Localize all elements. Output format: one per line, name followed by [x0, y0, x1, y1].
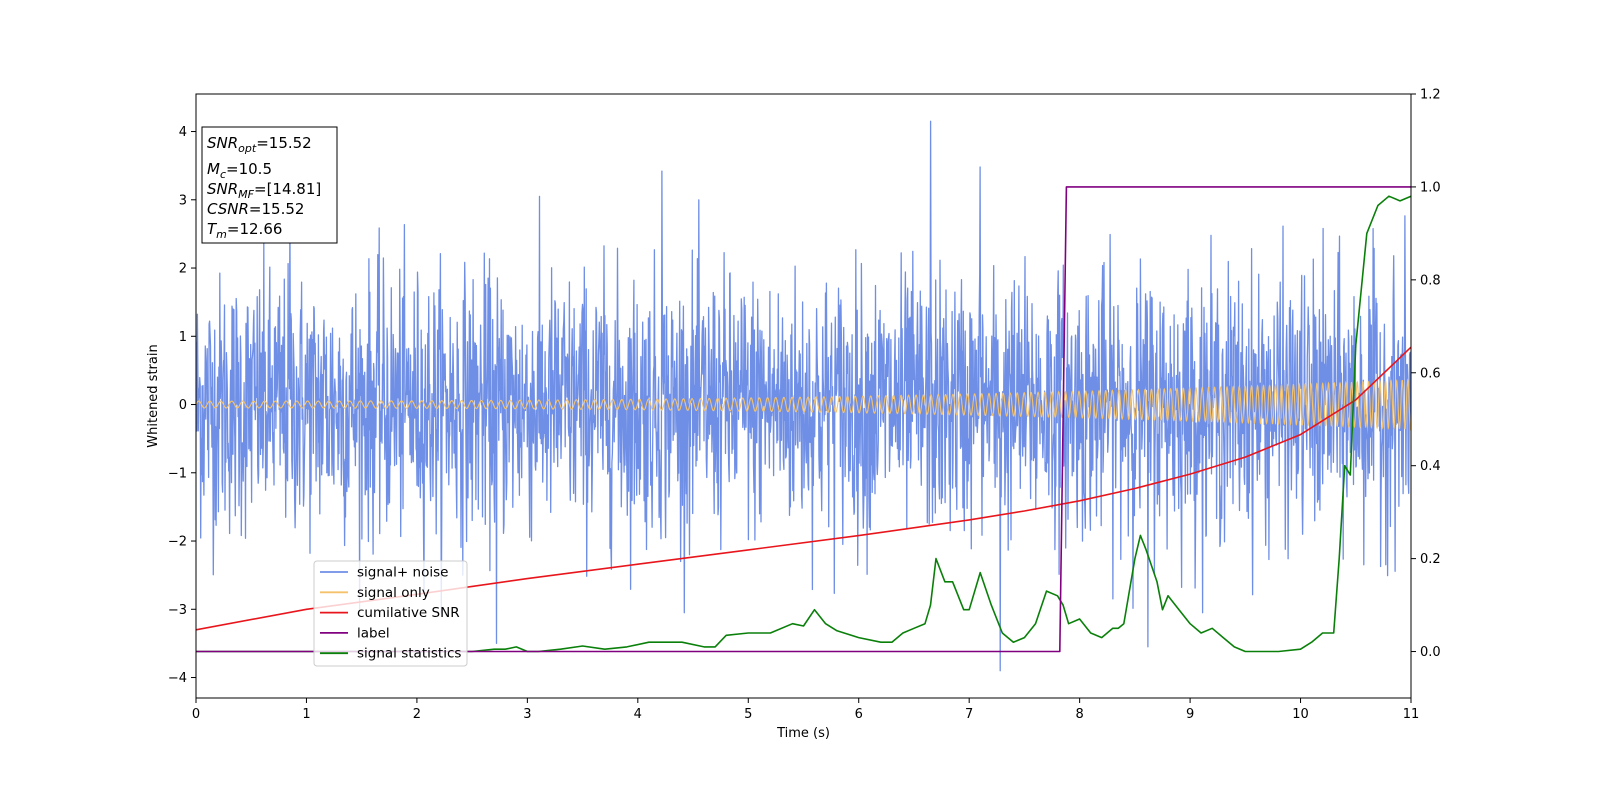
y-left-tick-label: 2: [179, 262, 187, 277]
annotation-value: =15.52: [249, 200, 305, 218]
y-left-tick-label: 4: [179, 125, 187, 140]
annotation-line: SNRopt=15.52: [207, 134, 312, 155]
plot-frame: [195, 93, 1412, 699]
annotation-value: =12.66: [227, 220, 283, 238]
legend-label: signal only: [357, 585, 430, 601]
y-right-tick-label: 0.4: [1420, 459, 1441, 474]
y-left-axis-ticks: 4 3 2 1 0 −1 −2 −3 −4: [168, 125, 196, 686]
annotation-line: Tm=12.66: [207, 220, 282, 241]
series-signal-plus-noise: [196, 120, 1411, 672]
x-tick-label: 0: [192, 707, 200, 722]
series-label: [196, 186, 1411, 653]
annotation-value: =10.5: [226, 160, 272, 178]
x-tick-label: 5: [744, 707, 752, 722]
y-right-tick-label: 1.2: [1420, 88, 1441, 103]
y-left-tick-label: 3: [179, 193, 187, 208]
annotation-box-frame: [201, 126, 338, 244]
annotation-value: =[14.81]: [254, 180, 321, 198]
annotation-subscript: opt: [238, 142, 257, 155]
x-tick-label: 8: [1075, 707, 1083, 722]
y-right-tick-label: 0.2: [1420, 552, 1441, 567]
y-left-tick-label: −4: [168, 671, 187, 686]
annotation-symbol: T: [207, 220, 218, 238]
annotation-symbol: M: [207, 160, 220, 178]
x-axis-label: Time (s): [776, 726, 830, 741]
x-tick-label: 3: [523, 707, 531, 722]
y-right-tick-label: 0.0: [1420, 645, 1441, 660]
x-tick-label: 10: [1292, 707, 1309, 722]
x-tick-label: 6: [855, 707, 863, 722]
x-axis-ticks: 0 1 2 3 4 5 6 7 8 9 10 11: [192, 698, 1419, 722]
legend: signal+ noise signal only cumilative SNR la…: [313, 560, 468, 667]
x-tick-label: 1: [302, 707, 310, 722]
y-left-tick-label: −2: [168, 535, 187, 550]
annotation-subscript: MF: [238, 188, 254, 201]
legend-label: signal statistics: [357, 646, 461, 662]
x-tick-label: 7: [965, 707, 973, 722]
y-left-tick-label: −1: [168, 466, 187, 481]
annotation-line: CSNR=15.52: [207, 200, 304, 218]
annotation-symbol: SNR: [207, 180, 238, 198]
y-axis-label: Whitened strain: [146, 344, 161, 447]
annotation-line: Mc=10.5: [207, 160, 272, 181]
x-tick-label: 4: [634, 707, 642, 722]
y-right-axis-ticks: 0.0 0.2 0.4 0.6 0.8 1.0 1.2: [1411, 88, 1441, 660]
annotation-symbol: SNR: [207, 134, 238, 152]
x-tick-label: 11: [1403, 707, 1420, 722]
legend-label: cumilative SNR: [357, 605, 460, 621]
y-left-tick-label: −3: [168, 603, 187, 618]
legend-label: label: [357, 625, 390, 641]
x-tick-label: 9: [1186, 707, 1194, 722]
annotation-symbol: CSNR: [207, 200, 249, 218]
y-left-tick-label: 0: [179, 398, 187, 413]
series-layer: [196, 120, 1411, 672]
annotation-value: =15.52: [256, 134, 312, 152]
y-right-tick-label: 0.8: [1420, 273, 1441, 288]
legend-label: signal+ noise: [357, 565, 448, 581]
y-left-tick-label: 1: [179, 330, 187, 345]
annotation-subscript: c: [220, 168, 226, 181]
y-right-tick-label: 1.0: [1420, 180, 1441, 195]
annotation-line: SNRMF=[14.81]: [207, 180, 321, 201]
series-cumilative-snr: [196, 346, 1411, 631]
annotation-box: SNRopt=15.52Mc=10.5SNRMF=[14.81]CSNR=15.…: [201, 126, 338, 244]
x-tick-label: 2: [413, 707, 421, 722]
series-signal-only: [196, 378, 1411, 432]
legend-frame: [313, 560, 468, 667]
series-signal-statistics: [196, 195, 1411, 653]
annotation-subscript: m: [216, 228, 227, 241]
y-right-tick-label: 0.6: [1420, 366, 1441, 381]
